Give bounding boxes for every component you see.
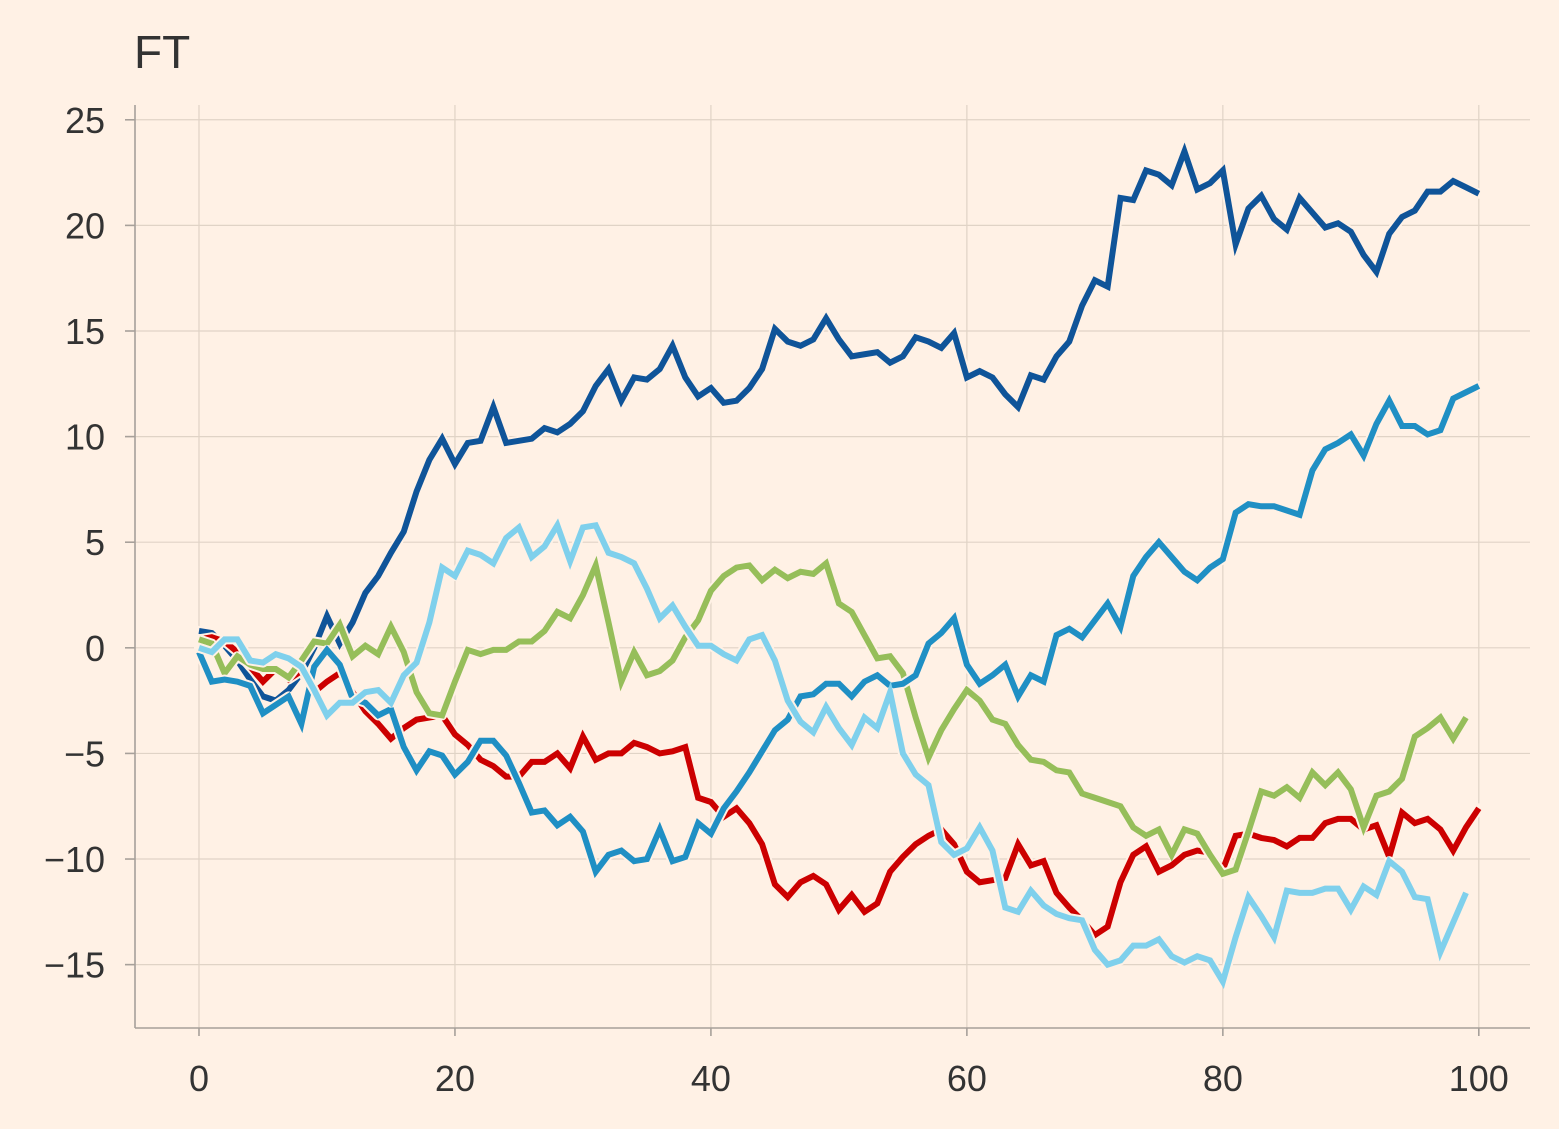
series-lines	[193, 142, 1484, 989]
x-tick-label: 80	[1203, 1058, 1243, 1099]
y-tick-label: 10	[65, 417, 105, 458]
series-5	[193, 518, 1472, 989]
x-tick-label: 100	[1449, 1058, 1509, 1099]
x-tick-label: 60	[947, 1058, 987, 1099]
series-4	[193, 380, 1484, 879]
y-tick-label: −5	[64, 733, 105, 774]
series-5-line	[198, 518, 1469, 989]
y-tick-label: −15	[44, 945, 105, 986]
chart-title: FT	[134, 26, 190, 78]
y-tick-label: 15	[65, 311, 105, 352]
tick-labels: 0 20 40 60 80 100 25 20 15 10 5 0 −5 −10 −15	[44, 100, 1509, 1099]
axes	[125, 105, 1530, 1036]
series-4-line	[196, 383, 1481, 879]
y-tick-label: 5	[85, 522, 105, 563]
x-tick-label: 40	[691, 1058, 731, 1099]
x-tick-label: 20	[435, 1058, 475, 1099]
series-1-line	[198, 142, 1481, 704]
y-tick-label: 0	[85, 628, 105, 669]
y-tick-label: −10	[44, 839, 105, 880]
series-1	[193, 142, 1484, 706]
y-tick-label: 25	[65, 100, 105, 141]
series-2	[193, 632, 1484, 941]
x-tick-label: 0	[189, 1058, 209, 1099]
series-2-line	[198, 634, 1482, 940]
y-tick-label: 20	[65, 205, 105, 246]
